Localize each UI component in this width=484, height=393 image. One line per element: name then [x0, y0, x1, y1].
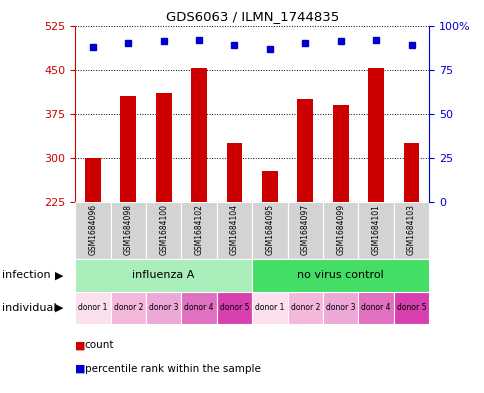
Text: individual: individual: [2, 303, 57, 313]
Text: GSM1684103: GSM1684103: [406, 204, 415, 255]
Bar: [403, 143, 419, 202]
Bar: [181, 292, 216, 324]
Bar: [393, 202, 428, 259]
Text: donor 2: donor 2: [113, 303, 143, 312]
Text: donor 5: donor 5: [219, 303, 249, 312]
Bar: [322, 202, 358, 259]
Text: GSM1684099: GSM1684099: [335, 204, 345, 255]
Text: GSM1684098: GSM1684098: [123, 204, 133, 255]
Text: influenza A: influenza A: [132, 270, 195, 281]
Text: donor 4: donor 4: [184, 303, 213, 312]
Text: GSM1684100: GSM1684100: [159, 204, 168, 255]
Text: donor 4: donor 4: [361, 303, 390, 312]
Bar: [110, 202, 146, 259]
Text: donor 1: donor 1: [78, 303, 107, 312]
Text: GSM1684101: GSM1684101: [371, 204, 380, 255]
Text: GSM1684096: GSM1684096: [88, 204, 97, 255]
Text: ■: ■: [75, 364, 86, 374]
Text: no virus control: no virus control: [297, 270, 383, 281]
Bar: [226, 143, 242, 202]
Bar: [332, 105, 348, 202]
Text: donor 3: donor 3: [325, 303, 355, 312]
Text: ■: ■: [75, 340, 86, 351]
Bar: [191, 68, 207, 202]
Bar: [120, 96, 136, 202]
Bar: [358, 202, 393, 259]
Text: infection: infection: [2, 270, 51, 281]
Bar: [252, 292, 287, 324]
Bar: [287, 292, 322, 324]
Bar: [181, 202, 216, 259]
Text: donor 2: donor 2: [290, 303, 319, 312]
Bar: [216, 292, 252, 324]
Text: count: count: [85, 340, 114, 351]
Bar: [216, 202, 252, 259]
Text: GSM1684095: GSM1684095: [265, 204, 274, 255]
Text: ▶: ▶: [55, 270, 63, 281]
Bar: [85, 158, 101, 202]
Bar: [110, 292, 146, 324]
Text: donor 5: donor 5: [396, 303, 425, 312]
Text: GSM1684102: GSM1684102: [194, 204, 203, 255]
Bar: [252, 202, 287, 259]
Bar: [146, 292, 181, 324]
Bar: [287, 202, 322, 259]
Bar: [155, 93, 171, 202]
Bar: [75, 292, 110, 324]
Bar: [358, 292, 393, 324]
Bar: [75, 259, 252, 292]
Bar: [252, 259, 428, 292]
Text: GSM1684097: GSM1684097: [300, 204, 309, 255]
Title: GDS6063 / ILMN_1744835: GDS6063 / ILMN_1744835: [165, 10, 338, 23]
Text: donor 3: donor 3: [149, 303, 178, 312]
Text: percentile rank within the sample: percentile rank within the sample: [85, 364, 260, 374]
Bar: [297, 99, 313, 202]
Text: donor 1: donor 1: [255, 303, 284, 312]
Bar: [393, 292, 428, 324]
Bar: [367, 68, 383, 202]
Text: ▶: ▶: [55, 303, 63, 313]
Bar: [322, 292, 358, 324]
Bar: [146, 202, 181, 259]
Text: GSM1684104: GSM1684104: [229, 204, 239, 255]
Bar: [75, 202, 110, 259]
Bar: [261, 171, 277, 202]
